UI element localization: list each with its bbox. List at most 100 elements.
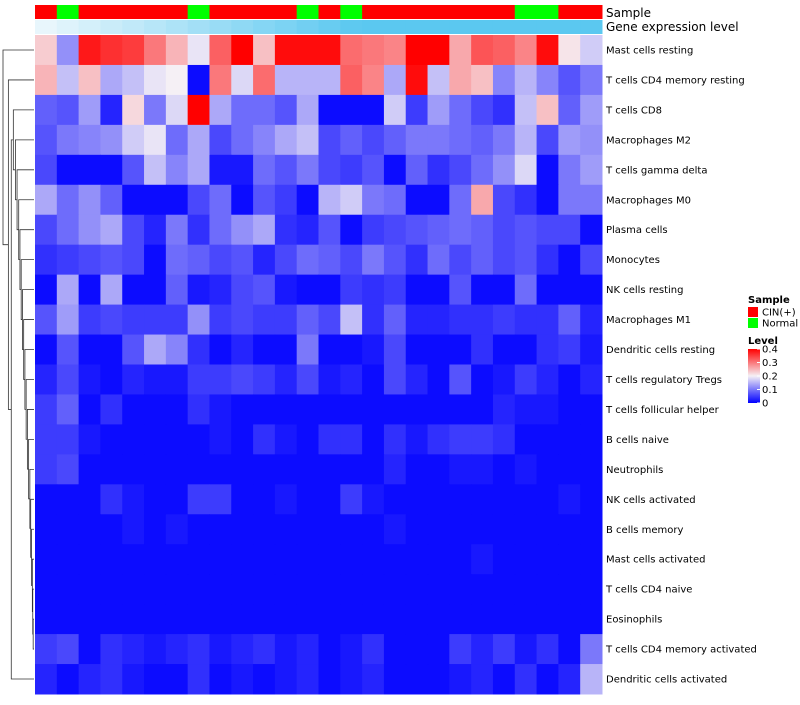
heatmap-cell: [144, 394, 167, 425]
sample-cell: [492, 5, 516, 19]
heatmap-cell: [296, 604, 319, 635]
heatmap-cell: [514, 304, 538, 336]
heatmap-cell: [296, 274, 319, 306]
heatmap-cell: [340, 514, 363, 545]
row-label: B cells memory: [606, 525, 683, 536]
heatmap-cell: [144, 184, 167, 216]
heatmap-cell: [100, 454, 123, 485]
heatmap-cell: [296, 364, 319, 395]
heatmap-cell: [318, 35, 341, 66]
heatmap-cell: [187, 94, 210, 126]
heatmap-cell: [35, 35, 58, 66]
heatmap-cell: [209, 184, 232, 216]
heatmap-cell: [253, 604, 276, 635]
expression-cell: [580, 20, 603, 34]
heatmap-cell: [56, 424, 80, 455]
heatmap-cell: [35, 574, 58, 605]
heatmap-cell: [536, 274, 559, 306]
heatmap-cell: [536, 634, 559, 665]
sample-cell: [427, 5, 450, 19]
heatmap-cell: [209, 124, 232, 156]
heatmap-cell: [209, 454, 232, 485]
heatmap-cell: [449, 514, 472, 545]
heatmap-cell: [318, 484, 341, 515]
heatmap-cell: [78, 244, 101, 276]
heatmap-cell: [492, 364, 516, 395]
heatmap-cell: [253, 544, 276, 575]
heatmap-cell: [471, 454, 494, 485]
heatmap-cell: [56, 394, 80, 425]
heatmap-cell: [231, 124, 254, 156]
heatmap-cell: [56, 304, 80, 336]
heatmap-cell: [78, 514, 101, 545]
heatmap-cell: [296, 244, 319, 276]
row-label: T cells CD4 memory activated: [605, 645, 757, 656]
heatmap-cell: [231, 64, 254, 96]
heatmap-cell: [362, 544, 385, 575]
dendrogram-branch: [24, 349, 34, 410]
heatmap-cell: [405, 664, 429, 695]
heatmap-cell: [253, 364, 276, 395]
heatmap-cell: [209, 364, 232, 395]
heatmap-cell: [536, 94, 559, 126]
heatmap-cell: [449, 454, 472, 485]
heatmap-cell: [362, 334, 385, 365]
heatmap-cell: [144, 214, 167, 246]
dendrogram-branch: [10, 139, 34, 680]
heatmap-cell: [558, 634, 581, 665]
heatmap-cell: [122, 484, 145, 515]
heatmap-cell: [231, 424, 254, 455]
heatmap-cell: [78, 124, 101, 156]
expression-annotation-bar: [35, 20, 603, 34]
heatmap-cell: [253, 244, 276, 276]
heatmap-cell: [383, 484, 407, 515]
heatmap-cell: [78, 664, 101, 695]
heatmap-cell: [56, 334, 80, 365]
heatmap-cell: [449, 604, 472, 635]
heatmap-cell: [427, 634, 450, 665]
heatmap-cell: [56, 274, 80, 306]
heatmap-cell: [274, 574, 298, 605]
heatmap-cell: [35, 634, 58, 665]
heatmap-cell: [362, 274, 385, 306]
heatmap-cell: [427, 394, 450, 425]
heatmap-cell: [362, 484, 385, 515]
heatmap-cell: [165, 334, 189, 365]
heatmap-cell: [165, 274, 189, 306]
heatmap-cell: [100, 274, 123, 306]
heatmap-cell: [405, 574, 429, 605]
heatmap-cell: [274, 244, 298, 276]
heatmap-cell: [187, 274, 210, 306]
heatmap-cell: [165, 154, 189, 186]
heatmap-cell: [100, 184, 123, 216]
heatmap-cell: [165, 604, 189, 635]
heatmap-cell: [144, 94, 167, 126]
heatmap-cell: [296, 35, 319, 66]
heatmap-cell: [100, 304, 123, 336]
heatmap-cell: [231, 484, 254, 515]
heatmap-cell: [165, 214, 189, 246]
heatmap-cell: [35, 214, 58, 246]
sample-cell: [144, 5, 167, 19]
row-label: Macrophages M2: [606, 135, 691, 146]
heatmap-cell: [78, 424, 101, 455]
heatmap-cell: [318, 94, 341, 126]
heatmap-cell: [318, 274, 341, 306]
heatmap-cell: [100, 244, 123, 276]
heatmap-cell: [35, 514, 58, 545]
heatmap-cell: [209, 64, 232, 96]
sample-annotation-label: Sample: [606, 6, 651, 20]
heatmap-cell: [405, 274, 429, 306]
heatmap-cell: [471, 94, 494, 126]
heatmap-cell: [471, 394, 494, 425]
heatmap-cell: [144, 514, 167, 545]
legend-level-ticks: 0.4 0.3 0.2 0.1 0: [757, 345, 778, 410]
heatmap-cell: [187, 364, 210, 395]
heatmap-cell: [340, 364, 363, 395]
heatmap-cell: [536, 424, 559, 455]
heatmap-cell: [471, 604, 494, 635]
heatmap-cell: [471, 334, 494, 365]
heatmap-cell: [492, 184, 516, 216]
heatmap-cell: [514, 454, 538, 485]
heatmap-cell: [231, 274, 254, 306]
